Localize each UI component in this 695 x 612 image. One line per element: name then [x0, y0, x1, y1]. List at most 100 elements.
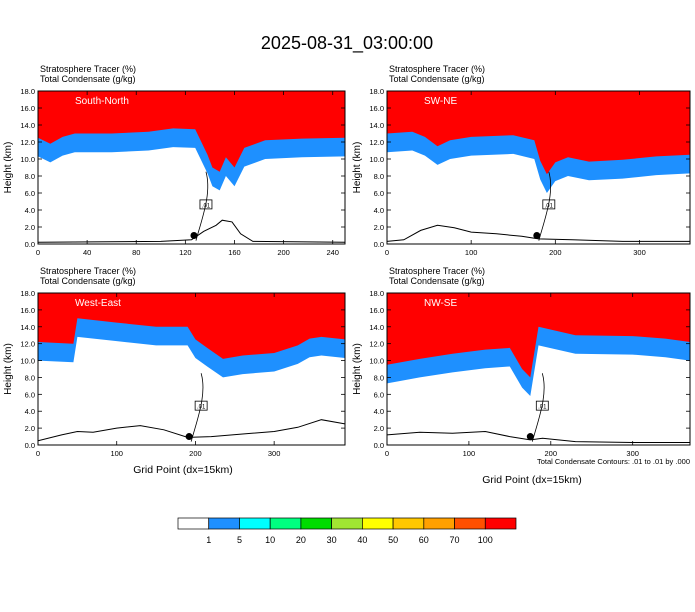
plot-area: .01 — [38, 293, 345, 445]
colorbar-swatch — [331, 517, 363, 530]
panel-header-condensate: Total Condensate (g/kg) — [40, 276, 136, 286]
contour-label: .01 — [202, 203, 211, 209]
y-tick-label: 8.0 — [374, 373, 384, 382]
terrain-line — [387, 224, 690, 242]
y-tick-label: 10.0 — [20, 155, 35, 164]
plot-area: .01 — [387, 91, 690, 244]
x-tick-label: 0 — [385, 248, 389, 257]
plot-frame — [386, 90, 691, 245]
condensate-contour — [195, 171, 209, 241]
y-axis-label: Height (km) — [3, 142, 14, 194]
y-tick-label: 0.0 — [374, 441, 384, 450]
y-tick-label: 2.0 — [374, 223, 384, 232]
y-tick-label: 4.0 — [374, 206, 384, 215]
colorbar-label: 100 — [478, 535, 493, 545]
x-tick-label: 200 — [549, 248, 562, 257]
y-tick-label: 10.0 — [369, 155, 384, 164]
panel-header-tracer: Stratosphere Tracer (%) — [389, 266, 485, 276]
y-tick-label: 0.0 — [374, 240, 384, 249]
y-tick-label: 2.0 — [25, 424, 35, 433]
section-marker — [185, 433, 193, 441]
x-tick-label: 0 — [36, 449, 40, 458]
y-axis-label: Height (km) — [352, 142, 363, 194]
y-tick-label: 18.0 — [369, 289, 384, 298]
plot-frame — [37, 292, 346, 446]
colorbar-swatch — [454, 517, 486, 530]
x-tick-label: 40 — [83, 248, 91, 257]
tracer-core — [38, 91, 345, 172]
y-tick-label: 10.0 — [369, 357, 384, 366]
plot-area: .01 — [387, 293, 690, 445]
condensate-contour — [190, 373, 204, 442]
colorbar-label: 70 — [450, 535, 460, 545]
y-tick-label: 18.0 — [20, 87, 35, 96]
contour-label: .01 — [197, 405, 206, 411]
y-tick-label: 18.0 — [20, 289, 35, 298]
colorbar-swatch — [300, 517, 332, 530]
y-tick-label: 4.0 — [25, 206, 35, 215]
direction-label: West-East — [75, 298, 121, 309]
y-tick-label: 12.0 — [369, 138, 384, 147]
panel-header-tracer: Stratosphere Tracer (%) — [389, 64, 485, 74]
colorbar-swatch — [362, 517, 394, 530]
y-tick-label: 10.0 — [20, 357, 35, 366]
panel-header-tracer: Stratosphere Tracer (%) — [40, 64, 136, 74]
x-tick-label: 100 — [465, 248, 478, 257]
y-tick-label: 12.0 — [369, 340, 384, 349]
y-tick-label: 4.0 — [374, 407, 384, 416]
x-tick-label: 300 — [633, 248, 646, 257]
y-tick-label: 12.0 — [20, 340, 35, 349]
plot-frame — [37, 90, 346, 245]
x-tick-label: 300 — [268, 449, 281, 458]
colorbar-label: 20 — [296, 535, 306, 545]
y-tick-label: 6.0 — [25, 189, 35, 198]
panel-west-east: .01 0.0 2.0 4.0 6.0 8.0 10.0 12.0 14.0 16.0 18.0 0 1… — [3, 266, 346, 458]
x-tick-label: 200 — [545, 449, 558, 458]
colorbar-label: 50 — [388, 535, 398, 545]
y-tick-label: 14.0 — [369, 323, 384, 332]
panel-sw-ne: .01 0.0 2.0 4.0 6.0 8.0 10.0 12.0 14.0 16.0 18.0 0 1… — [352, 64, 691, 257]
x-tick-label: 200 — [189, 449, 202, 458]
figure-title: 2025-08-31_03:00:00 — [261, 33, 433, 54]
terrain-line — [38, 219, 345, 243]
y-tick-label: 6.0 — [374, 189, 384, 198]
condensate-contour — [538, 171, 552, 241]
y-tick-label: 0.0 — [25, 441, 35, 450]
x-axis-label-left: Grid Point (dx=15km) — [133, 464, 233, 476]
x-tick-label: 200 — [277, 248, 290, 257]
direction-label: NW-SE — [424, 298, 457, 309]
tracer-core — [387, 293, 690, 378]
direction-label: South-North — [75, 96, 129, 107]
section-marker — [190, 232, 198, 239]
panel-header-tracer: Stratosphere Tracer (%) — [40, 266, 136, 276]
tracer-core — [38, 293, 345, 359]
y-tick-label: 14.0 — [369, 121, 384, 130]
y-tick-label: 0.0 — [25, 240, 35, 249]
x-axis-label-right: Grid Point (dx=15km) — [482, 474, 582, 486]
y-tick-label: 14.0 — [20, 121, 35, 130]
colorbar-swatch — [392, 517, 425, 530]
colorbar-label: 5 — [237, 535, 242, 545]
y-tick-label: 12.0 — [20, 138, 35, 147]
section-marker — [533, 232, 541, 239]
y-tick-label: 8.0 — [25, 172, 35, 181]
plot-area: .01 — [38, 91, 345, 244]
terrain-line — [38, 419, 345, 442]
y-tick-label: 6.0 — [25, 390, 35, 399]
y-tick-label: 2.0 — [25, 223, 35, 232]
y-tick-label: 16.0 — [20, 104, 35, 113]
colorbar-swatch — [423, 517, 455, 530]
y-tick-label: 16.0 — [20, 306, 35, 315]
colorbar-label: 60 — [419, 535, 429, 545]
colorbar-label: 1 — [206, 535, 211, 545]
y-axis-label: Height (km) — [352, 343, 363, 395]
plot-frame — [386, 292, 691, 446]
y-tick-label: 18.0 — [369, 87, 384, 96]
panel-south-north: .01 0.0 2.0 4.0 6.0 8.0 10.0 12.0 14.0 16.0 18.0 0 4… — [3, 64, 346, 257]
x-tick-label: 100 — [463, 449, 476, 458]
x-tick-label: 0 — [385, 449, 389, 458]
panel-header-condensate: Total Condensate (g/kg) — [389, 74, 485, 84]
direction-label: SW-NE — [424, 96, 457, 107]
y-tick-label: 8.0 — [374, 172, 384, 181]
